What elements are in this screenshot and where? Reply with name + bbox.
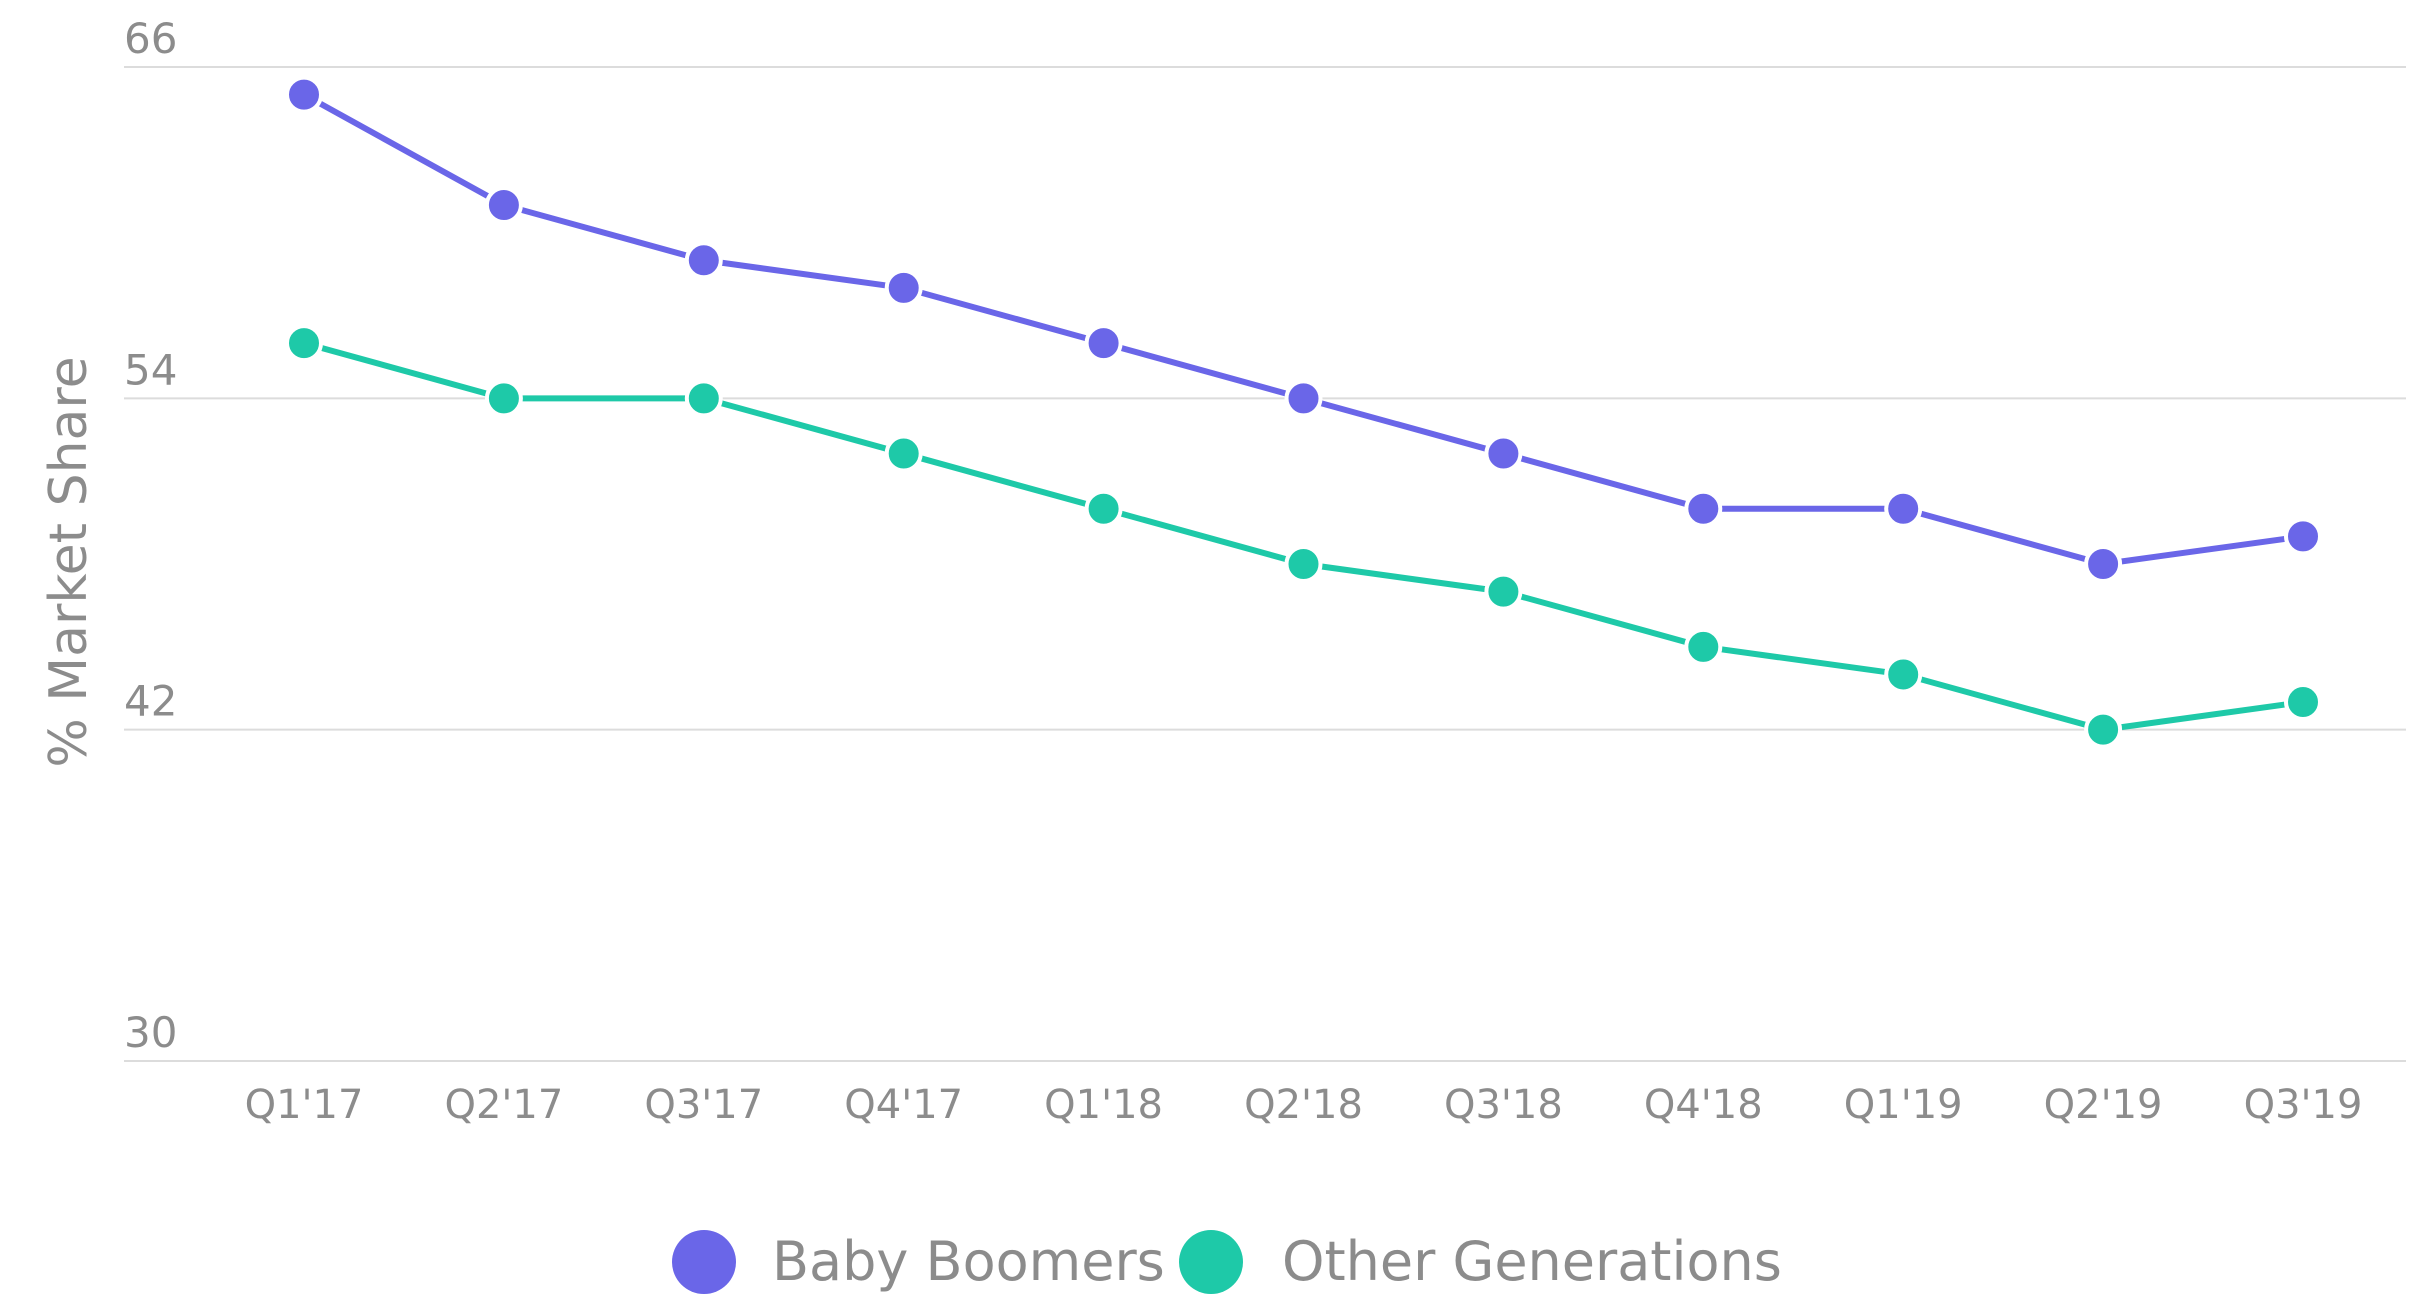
- data-point-1-2: [684, 379, 723, 418]
- data-point-1-0: [285, 324, 323, 363]
- data-point-0-2: [684, 241, 723, 280]
- legend-marker-baby-boomers: [672, 1230, 736, 1294]
- data-point-0-4: [1084, 324, 1123, 363]
- x-tick-3: Q4'17: [844, 1082, 963, 1128]
- y-tick-42: 42: [124, 677, 177, 726]
- data-point-0-3: [884, 268, 923, 307]
- y-axis-label: % Market Share: [39, 356, 99, 767]
- data-point-0-10: [2284, 517, 2322, 556]
- data-point-0-0: [285, 75, 323, 114]
- legend-label-other-generations: Other Generations: [1282, 1230, 1782, 1293]
- legend-label-baby-boomers: Baby Boomers: [772, 1230, 1165, 1293]
- data-point-1-3: [884, 434, 923, 473]
- x-tick-5: Q2'18: [1244, 1082, 1363, 1128]
- y-tick-30: 30: [124, 1008, 177, 1057]
- legend: Baby Boomers Other Generations: [672, 1230, 1782, 1294]
- data-point-1-7: [1684, 627, 1723, 666]
- series-line-0: [302, 91, 2304, 567]
- x-tick-2: Q3'17: [644, 1082, 763, 1128]
- data-point-0-8: [1884, 489, 1923, 528]
- x-tick-10: Q3'19: [2244, 1082, 2363, 1128]
- data-point-1-4: [1084, 489, 1123, 528]
- y-tick-54: 54: [124, 345, 177, 394]
- data-point-0-1: [484, 186, 523, 225]
- x-tick-0: Q1'17: [245, 1082, 364, 1128]
- x-tick-7: Q4'18: [1644, 1082, 1763, 1128]
- data-point-1-6: [1484, 572, 1523, 611]
- legend-marker-other-generations: [1179, 1230, 1243, 1294]
- x-tick-1: Q2'17: [444, 1082, 563, 1128]
- grid: [124, 66, 2406, 1062]
- x-tick-4: Q1'18: [1044, 1082, 1163, 1128]
- data-point-0-7: [1684, 489, 1723, 528]
- data-point-1-8: [1884, 655, 1923, 694]
- data-point-0-5: [1284, 379, 1323, 418]
- x-tick-9: Q2'19: [2044, 1082, 2163, 1128]
- y-tick-66: 66: [124, 14, 177, 63]
- y-axis-ticks: 30 42 54 66: [124, 14, 177, 1057]
- data-point-1-1: [484, 379, 523, 418]
- data-point-1-9: [2084, 710, 2123, 749]
- data-point-1-10: [2284, 683, 2322, 722]
- x-axis-ticks: Q1'17 Q2'17 Q3'17 Q4'17 Q1'18 Q2'18 Q3'18 Q4'18…: [245, 1082, 2363, 1128]
- series-group: [285, 75, 2322, 749]
- data-point-0-9: [2084, 545, 2123, 583]
- x-tick-8: Q1'19: [1844, 1082, 1963, 1128]
- data-point-1-5: [1284, 545, 1323, 583]
- x-tick-6: Q3'18: [1444, 1082, 1563, 1128]
- data-point-0-6: [1484, 434, 1523, 473]
